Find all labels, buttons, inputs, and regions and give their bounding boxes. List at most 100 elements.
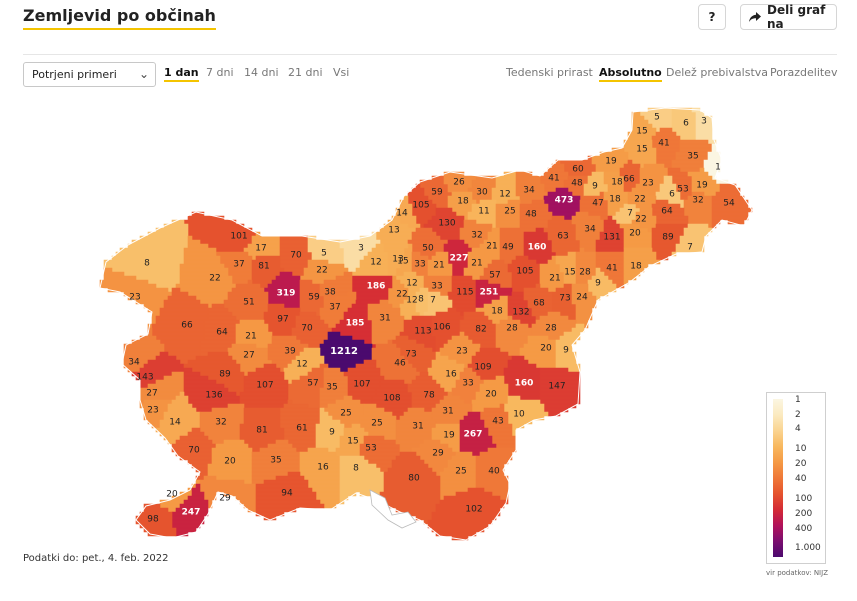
municipality-value-label: 23: [456, 347, 467, 357]
municipality-area[interactable]: [555, 323, 585, 373]
municipality-value-label: 18: [611, 178, 623, 188]
municipality-area[interactable]: [687, 167, 721, 197]
municipality-area[interactable]: [319, 271, 353, 301]
municipality-value-label: 41: [658, 139, 669, 149]
municipality-value-label: 24: [576, 293, 588, 303]
municipality-value-label: 33: [414, 260, 425, 270]
municipality-value-label: 1212: [330, 346, 358, 357]
municipality-value-label: 23: [642, 179, 653, 189]
municipality-value-label: 113: [414, 327, 431, 337]
municipality-value-label: 15: [347, 437, 358, 447]
municipality-value-label: 60: [572, 165, 584, 175]
municipality-value-label: 50: [422, 244, 434, 254]
tab-period-all[interactable]: Vsi: [333, 66, 350, 79]
municipality-value-label: 25: [340, 409, 351, 419]
municipality-area[interactable]: [623, 247, 661, 285]
municipality-value-label: 80: [408, 474, 420, 484]
municipality-value-label: 33: [462, 379, 473, 389]
tab-period-7d[interactable]: 7 dni: [206, 66, 234, 79]
municipality-area[interactable]: [351, 275, 393, 305]
municipality-value-label: 9: [563, 346, 569, 356]
municipality-value-label: 186: [367, 282, 386, 292]
municipality-value-label: 68: [533, 299, 545, 309]
municipality-value-label: 15: [397, 257, 408, 267]
legend-label: 20: [795, 459, 807, 469]
municipality-value-label: 25: [455, 467, 466, 477]
municipality-value-label: 41: [548, 174, 559, 184]
municipality-area[interactable]: [515, 171, 549, 205]
tab-period-1d[interactable]: 1 dan: [164, 66, 199, 82]
municipality-value-label: 13: [392, 255, 403, 265]
municipality-value-label: 143: [136, 373, 153, 383]
municipality-value-label: 34: [523, 186, 535, 196]
municipality-value-label: 3: [701, 117, 707, 127]
municipality-value-label: 29: [219, 494, 231, 504]
legend-label: 100: [795, 494, 813, 504]
municipality-value-label: 98: [147, 515, 159, 525]
municipality-value-label: 20: [485, 390, 497, 400]
municipality-value-label: 34: [128, 358, 140, 368]
municipality-value-label: 18: [457, 197, 469, 207]
municipality-area[interactable]: [383, 243, 409, 277]
municipality-value-label: 66: [623, 175, 635, 185]
municipality-value-label: 6: [683, 119, 689, 129]
municipality-value-label: 49: [502, 243, 514, 253]
municipality-value-label: 15: [636, 145, 647, 155]
municipality-value-label: 12: [406, 296, 417, 306]
municipality-value-label: 105: [516, 267, 533, 277]
municipality-value-label: 15: [636, 127, 647, 137]
municipality-area[interactable]: [135, 503, 177, 537]
municipality-value-label: 19: [443, 431, 455, 441]
municipality-value-label: 12: [370, 258, 381, 268]
municipality-area[interactable]: [539, 367, 581, 417]
municipality-value-label: 251: [480, 288, 499, 298]
municipality-value-label: 12: [406, 279, 417, 289]
municipality-value-label: 8: [144, 259, 150, 269]
municipality-area[interactable]: [427, 251, 453, 277]
municipality-value-label: 21: [245, 332, 256, 342]
tab-mode-distribution[interactable]: Porazdelitev: [770, 66, 838, 79]
tab-mode-absolute[interactable]: Absolutno: [599, 66, 662, 82]
municipality-value-label: 130: [438, 219, 455, 229]
municipality-value-label: 94: [281, 489, 293, 499]
municipality-value-label: 20: [540, 344, 552, 354]
metric-select[interactable]: Potrjeni primeri ⌄: [23, 62, 156, 87]
municipality-area[interactable]: [587, 267, 617, 301]
municipality-value-label: 82: [475, 325, 486, 335]
municipality-no-data[interactable]: [369, 489, 417, 529]
municipality-value-label: 11: [478, 207, 489, 217]
help-button[interactable]: ?: [698, 4, 726, 30]
municipality-value-label: 64: [216, 328, 228, 338]
share-button[interactable]: Deli graf na: [740, 3, 837, 31]
chevron-down-icon: ⌄: [138, 67, 149, 81]
municipality-value-label: 41: [606, 264, 617, 274]
municipality-value-label: 21: [486, 242, 497, 252]
municipality-value-label: 59: [308, 293, 320, 303]
municipality-value-label: 20: [224, 457, 236, 467]
tab-mode-weekly[interactable]: Tedenski prirast: [506, 66, 593, 79]
municipality-area[interactable]: [503, 395, 549, 437]
municipality-value-label: 22: [635, 215, 646, 225]
tab-period-21d[interactable]: 21 dni: [288, 66, 323, 79]
municipality-value-label: 81: [256, 426, 267, 436]
municipality-value-label: 48: [525, 210, 537, 220]
municipality-value-label: 81: [258, 262, 269, 272]
country-outline: [99, 107, 753, 541]
municipality-area[interactable]: [651, 199, 689, 225]
municipality-value-label: 35: [687, 152, 698, 162]
municipality-value-label: 6: [669, 190, 675, 200]
municipality-value-label: 7: [430, 296, 436, 306]
share-arrow-icon: [749, 11, 761, 22]
municipality-value-label: 18: [609, 195, 621, 205]
tab-period-14d[interactable]: 14 dni: [244, 66, 279, 79]
municipality-value-label: 9: [595, 279, 601, 289]
municipality-value-label: 70: [301, 324, 313, 334]
municipality-value-label: 107: [353, 380, 370, 390]
tab-mode-share[interactable]: Delež prebivalstva: [666, 66, 769, 79]
municipality-value-label: 64: [661, 207, 673, 217]
municipality-value-label: 51: [243, 298, 254, 308]
municipality-value-label: 38: [324, 288, 336, 298]
municipality-value-label: 101: [230, 232, 247, 242]
municipality-value-label: 30: [476, 188, 488, 198]
municipality-value-label: 185: [346, 319, 365, 329]
